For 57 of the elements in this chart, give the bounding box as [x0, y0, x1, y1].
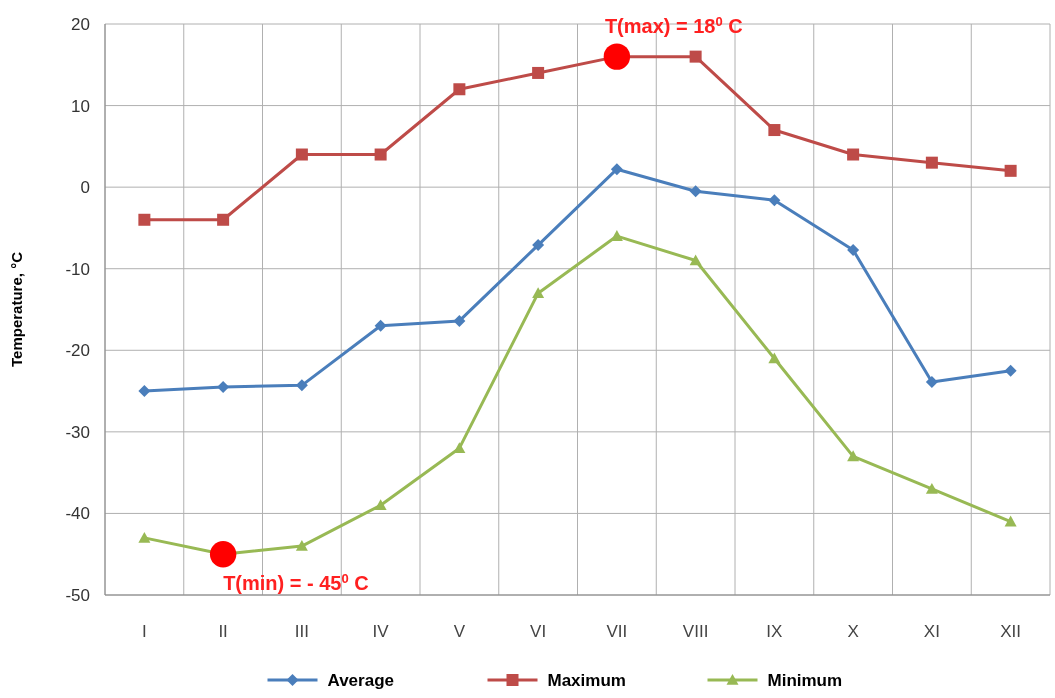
y-tick-label: -30: [65, 422, 90, 442]
point: [847, 243, 860, 256]
x-tick-label: XII: [1000, 622, 1022, 641]
point: [1004, 364, 1017, 377]
point: [768, 194, 781, 207]
x-tick-label: IX: [766, 622, 783, 641]
y-axis-title: Temperature, °C: [8, 251, 25, 367]
x-tick-label: X: [847, 622, 859, 641]
annotation: T(min) = - 45$^{0}$ C: [223, 570, 369, 595]
x-tick-label: IV: [372, 622, 390, 641]
point: [209, 541, 237, 568]
point: [453, 314, 466, 327]
point: [138, 213, 151, 226]
legend-label: Average: [327, 671, 394, 690]
point: [768, 352, 781, 364]
point: [1004, 515, 1017, 527]
x-tick-label: VI: [530, 622, 547, 641]
point: [217, 213, 230, 226]
x-tick-label: XI: [923, 622, 940, 641]
point: [374, 148, 387, 161]
x-tick-label: II: [218, 622, 228, 641]
y-tick-label: 20: [71, 14, 90, 34]
point: [138, 385, 151, 398]
y-tick-label: -50: [65, 585, 90, 605]
y-tick-label: -10: [65, 259, 90, 279]
x-tick-label: VII: [606, 622, 628, 641]
point: [689, 254, 702, 266]
x-tick-label: III: [294, 622, 309, 641]
point: [453, 83, 466, 96]
y-tick-label: 10: [71, 96, 90, 116]
legend-label: Minimum: [767, 671, 843, 690]
point: [689, 185, 702, 198]
x-tick-label: VIII: [682, 622, 709, 641]
x-tick-label: I: [142, 622, 147, 641]
point: [847, 148, 860, 161]
point: [295, 540, 308, 551]
point: [925, 482, 938, 494]
y-tick-label: -20: [65, 341, 90, 361]
y-tick-label: -40: [65, 504, 90, 524]
x-tick-label: V: [453, 622, 466, 641]
annotation: T(max) = 18$^{0}$ C: [604, 13, 743, 37]
point: [689, 50, 702, 63]
point: [1004, 164, 1017, 177]
point: [532, 239, 545, 252]
point: [374, 499, 387, 511]
point: [532, 287, 545, 298]
point: [925, 376, 938, 389]
point: [374, 319, 387, 332]
point: [925, 156, 938, 169]
y-tick-label: 0: [80, 178, 90, 198]
legend-label: Maximum: [547, 671, 626, 690]
point: [138, 531, 151, 543]
point: [532, 66, 545, 79]
point: [847, 450, 860, 462]
point: [768, 124, 781, 137]
point: [295, 148, 308, 161]
point: [610, 163, 623, 176]
